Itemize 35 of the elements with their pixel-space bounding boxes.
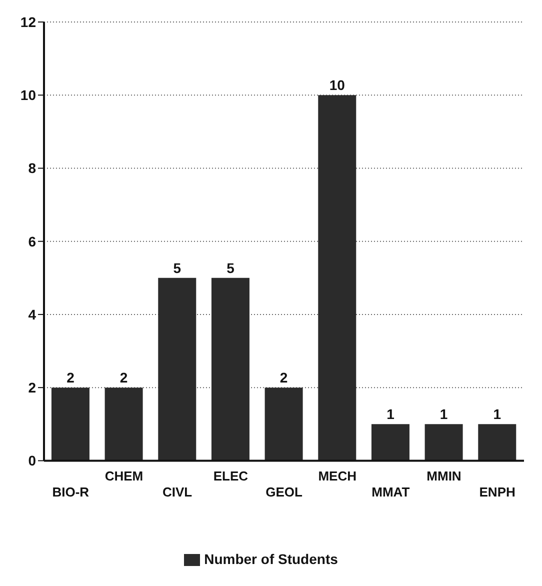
data-label: 2	[280, 370, 288, 386]
bar	[211, 278, 250, 461]
data-label: 1	[493, 406, 502, 422]
x-tick-label: MMAT	[372, 484, 410, 500]
x-tick-label: GEOL	[266, 484, 302, 500]
data-label: 1	[440, 406, 448, 422]
data-label: 5	[173, 260, 182, 276]
bar	[478, 424, 516, 461]
bar	[371, 424, 410, 461]
y-tick-label: 4	[28, 306, 36, 322]
data-label: 10	[329, 77, 346, 94]
bar	[264, 388, 303, 461]
y-tick-label: 0	[28, 452, 36, 469]
bar	[51, 388, 90, 461]
x-tick-label: ELEC	[213, 468, 249, 484]
y-tick-label: 8	[28, 160, 36, 176]
x-tick-label: CHEM	[104, 468, 144, 484]
x-tick-label: ENPH	[479, 484, 516, 500]
x-tick-label: MECH	[318, 468, 356, 484]
x-tick-label: CIVL	[162, 484, 192, 500]
data-label: 2	[120, 370, 128, 386]
y-tick-label: 6	[28, 233, 36, 250]
bar	[424, 424, 463, 461]
bar	[318, 95, 356, 461]
legend-label: Number of Students	[204, 550, 338, 567]
y-tick-label: 10	[20, 87, 36, 104]
y-tick-label: 2	[28, 380, 36, 396]
data-label: 1	[386, 406, 395, 422]
bar	[104, 388, 143, 461]
data-label: 5	[226, 260, 235, 276]
bar	[158, 278, 196, 461]
data-label: 2	[66, 370, 75, 386]
x-tick-label: MMIN	[426, 468, 462, 484]
x-tick-label: BIO-R	[52, 484, 90, 500]
y-tick-label: 12	[20, 14, 36, 30]
